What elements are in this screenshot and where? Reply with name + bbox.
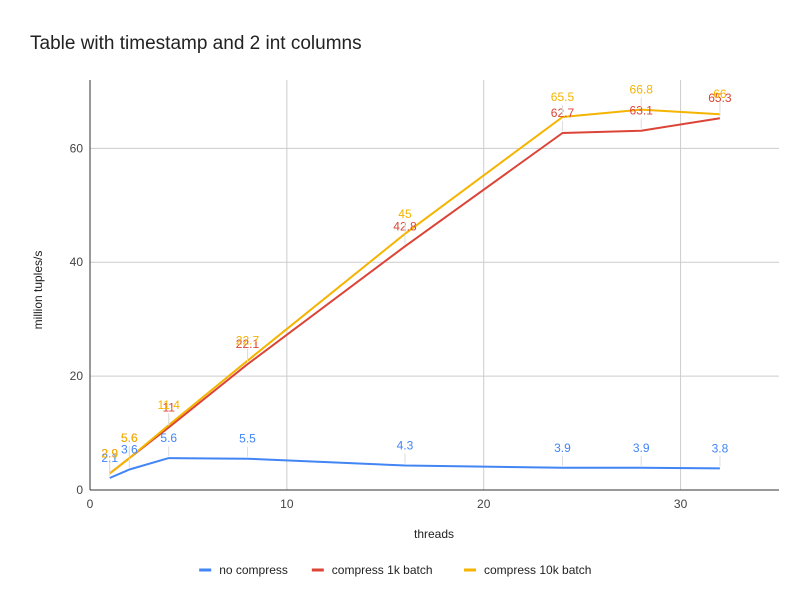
x-tick-label: 10 [280, 497, 294, 511]
data-label: 3.9 [633, 441, 650, 455]
x-tick-label: 30 [674, 497, 688, 511]
y-tick-label: 60 [70, 141, 84, 155]
data-label: 5.6 [160, 431, 177, 445]
gridlines [90, 80, 779, 490]
chart-title: Table with timestamp and 2 int columns [30, 33, 362, 54]
y-tick-label: 40 [70, 255, 84, 269]
data-label: 45 [398, 207, 412, 221]
data-label: 2.9 [101, 446, 118, 460]
series-line-2 [109, 117, 721, 475]
data-label: 3.8 [712, 441, 729, 455]
series-line-1 [109, 457, 720, 479]
y-axis-label: million tuples/s [31, 251, 45, 330]
data-label: 3.9 [554, 441, 571, 455]
x-axis-label: threads [414, 527, 454, 541]
data-label: 5.5 [239, 432, 256, 446]
data-label: 4.3 [397, 439, 414, 453]
data-label: 66.8 [630, 83, 654, 97]
axes: 0 20 40 60 0 10 20 30 [70, 80, 779, 511]
data-label: 22.7 [236, 334, 260, 348]
data-label: 66 [713, 87, 727, 101]
data-label: 22.1 [236, 337, 260, 351]
data-label: 2.9 [101, 446, 118, 460]
data-label: 65.3 [708, 91, 732, 105]
data-labels: 2.13.65.6 5.5 4.3 3.9 3.9 3.82.95.61122.142.8… [101, 83, 732, 477]
data-label: 2.1 [101, 451, 118, 465]
y-tick-label: 20 [70, 369, 84, 383]
data-label: 5.6 [121, 431, 138, 445]
data-label: 5.6 [121, 431, 138, 445]
legend-label: compress 1k batch [332, 563, 433, 577]
data-label: 11 [163, 400, 176, 414]
legend-label: no compress [219, 563, 288, 577]
legend-label: compress 10k batch [484, 563, 591, 577]
legend: no compress compress 1k batch compress 10k… [199, 563, 591, 577]
data-label: 11.4 [158, 398, 181, 412]
x-tick-label: 20 [477, 497, 491, 511]
series-lines [109, 108, 721, 479]
data-label: 65.5 [551, 90, 575, 104]
series-line-3 [109, 108, 720, 475]
x-tick-label: 0 [87, 497, 94, 511]
data-label: 63.1 [630, 104, 654, 118]
y-tick-label: 0 [76, 483, 83, 497]
